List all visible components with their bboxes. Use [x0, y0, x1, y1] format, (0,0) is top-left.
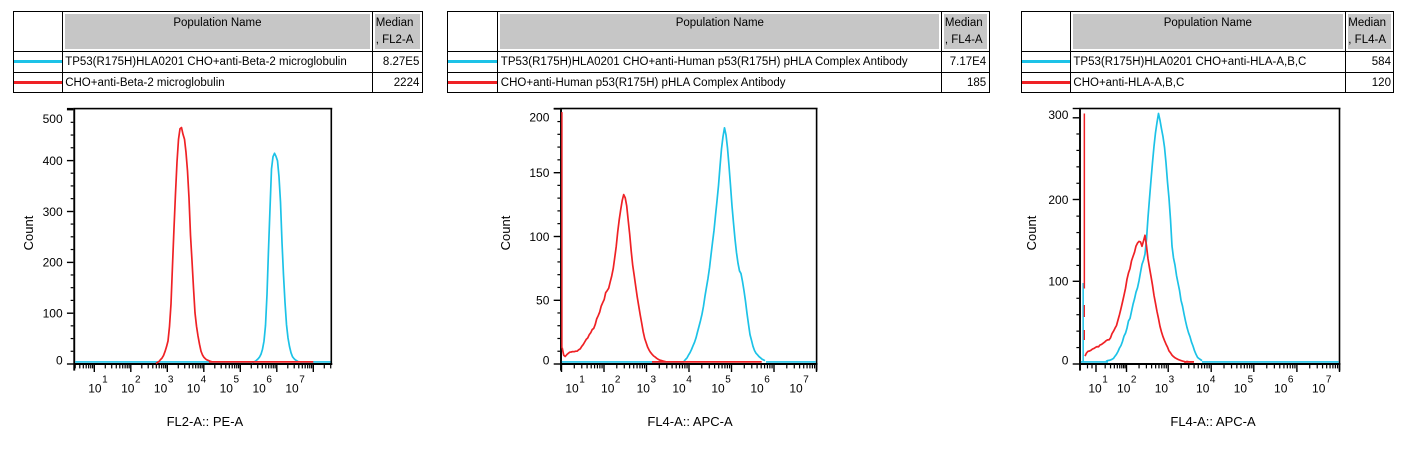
svg-text:10: 10 [750, 381, 764, 395]
svg-text:10: 10 [1312, 381, 1326, 395]
svg-text:10: 10 [637, 381, 651, 395]
svg-text:100: 100 [43, 307, 63, 321]
svg-text:500: 500 [43, 112, 63, 126]
svg-text:10: 10 [88, 381, 102, 395]
svg-text:10: 10 [187, 381, 201, 395]
svg-text:10: 10 [1117, 381, 1131, 395]
svg-text:200: 200 [1048, 193, 1068, 207]
svg-text:10: 10 [121, 381, 135, 395]
svg-text:2: 2 [1131, 374, 1137, 385]
svg-text:5: 5 [234, 374, 240, 385]
svg-text:0: 0 [1062, 354, 1069, 368]
svg-text:4: 4 [201, 374, 207, 385]
svg-text:300: 300 [1048, 108, 1068, 122]
svg-text:1: 1 [1102, 374, 1108, 385]
svg-text:Count: Count [21, 215, 36, 250]
svg-text:150: 150 [529, 166, 549, 180]
svg-text:300: 300 [43, 205, 63, 219]
svg-text:1: 1 [102, 374, 108, 385]
svg-text:FL2-A:: PE-A: FL2-A:: PE-A [167, 414, 244, 429]
svg-text:10: 10 [711, 381, 725, 395]
svg-text:10: 10 [565, 381, 579, 395]
svg-text:5: 5 [725, 374, 731, 385]
svg-text:6: 6 [1288, 374, 1294, 385]
svg-text:FL4-A:: APC-A: FL4-A:: APC-A [1170, 414, 1256, 429]
svg-text:200: 200 [529, 110, 549, 124]
svg-text:50: 50 [536, 294, 550, 308]
svg-text:3: 3 [1169, 374, 1175, 385]
svg-text:4: 4 [686, 374, 692, 385]
svg-text:10: 10 [1155, 381, 1169, 395]
svg-text:3: 3 [651, 374, 657, 385]
svg-text:6: 6 [266, 374, 272, 385]
svg-text:10: 10 [220, 381, 234, 395]
svg-text:2: 2 [615, 374, 621, 385]
svg-text:10: 10 [154, 381, 168, 395]
svg-text:FL4-A:: APC-A: FL4-A:: APC-A [647, 414, 733, 429]
svg-text:2: 2 [135, 374, 141, 385]
svg-text:0: 0 [56, 354, 63, 368]
svg-text:7: 7 [299, 374, 305, 385]
svg-text:400: 400 [43, 154, 63, 168]
svg-text:10: 10 [1234, 381, 1248, 395]
svg-text:10: 10 [1274, 381, 1288, 395]
svg-text:100: 100 [529, 230, 549, 244]
svg-text:5: 5 [1248, 374, 1254, 385]
svg-text:4: 4 [1210, 374, 1216, 385]
svg-text:7: 7 [803, 374, 809, 385]
svg-text:Count: Count [498, 215, 513, 250]
svg-text:10: 10 [252, 381, 266, 395]
svg-text:10: 10 [789, 381, 803, 395]
svg-text:10: 10 [1088, 381, 1102, 395]
svg-text:6: 6 [764, 374, 770, 385]
svg-text:10: 10 [601, 381, 615, 395]
svg-text:3: 3 [168, 374, 174, 385]
svg-text:Count: Count [1024, 215, 1039, 250]
svg-text:7: 7 [1326, 374, 1332, 385]
svg-text:1: 1 [579, 374, 585, 385]
svg-text:100: 100 [1048, 275, 1068, 289]
svg-text:10: 10 [285, 381, 299, 395]
svg-text:10: 10 [1196, 381, 1210, 395]
svg-text:200: 200 [43, 256, 63, 270]
svg-text:10: 10 [672, 381, 686, 395]
svg-text:0: 0 [543, 354, 550, 368]
